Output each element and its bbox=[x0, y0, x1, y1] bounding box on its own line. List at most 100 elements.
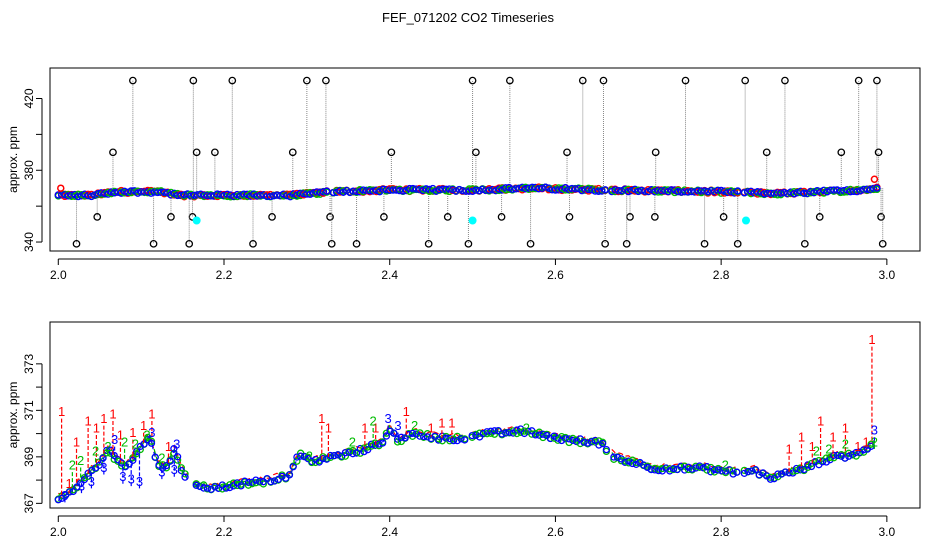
series-2-point bbox=[684, 465, 693, 474]
series-3-point bbox=[267, 478, 275, 486]
series-3-point bbox=[610, 453, 618, 461]
series-3-point bbox=[695, 462, 704, 470]
series-3-point bbox=[408, 429, 417, 437]
series-2-point bbox=[429, 187, 437, 195]
series-3-point bbox=[766, 475, 775, 483]
series-1-label: 1 bbox=[829, 430, 836, 445]
series-3-point bbox=[69, 487, 77, 496]
series-1-label: 1 bbox=[73, 434, 80, 449]
spike-point-low bbox=[565, 213, 574, 221]
series-3-point bbox=[580, 438, 588, 446]
series-3-point bbox=[54, 496, 62, 504]
spike-point-high bbox=[189, 76, 198, 85]
series-2-point bbox=[173, 456, 182, 464]
series-2-point bbox=[259, 480, 268, 488]
series-3-point bbox=[740, 469, 748, 478]
series-3-point bbox=[323, 187, 331, 195]
series-3-point bbox=[319, 188, 328, 196]
series-2-point bbox=[233, 481, 241, 490]
x-tick-label: 2.0 bbox=[50, 268, 67, 282]
series-3-point bbox=[226, 483, 234, 492]
spike-point-low bbox=[268, 213, 276, 221]
x-tick-label: 3.0 bbox=[879, 268, 896, 282]
series-3-point bbox=[472, 431, 480, 439]
series-1-label: 1 bbox=[129, 425, 136, 440]
series-3-point bbox=[192, 481, 200, 489]
series-3-point bbox=[300, 453, 309, 461]
series-2-point bbox=[423, 430, 432, 438]
spike-point-mid bbox=[192, 148, 201, 157]
y-tick-label: 373 bbox=[22, 354, 36, 374]
series-3-point bbox=[483, 428, 491, 436]
series-3-point bbox=[632, 460, 640, 468]
series-3-point bbox=[710, 466, 719, 474]
series-3-point bbox=[446, 434, 454, 443]
series-3-point bbox=[468, 431, 476, 440]
series-2-label: 2 bbox=[104, 439, 111, 454]
series-3-point bbox=[729, 470, 737, 478]
series-3-point bbox=[848, 450, 857, 459]
spike-point-bottom bbox=[424, 239, 433, 248]
series-3-point bbox=[722, 467, 730, 475]
spike-point-bottom bbox=[249, 239, 257, 248]
series-2-label: 2 bbox=[722, 458, 729, 473]
series-3-point bbox=[692, 464, 700, 472]
series-1-label: 1 bbox=[809, 439, 816, 454]
series-3-point bbox=[833, 451, 842, 460]
series-3-point bbox=[748, 467, 756, 475]
series-2-point bbox=[446, 437, 454, 445]
spike-point-high bbox=[681, 76, 690, 85]
series-2-point bbox=[707, 463, 715, 472]
series-3-point bbox=[181, 473, 189, 481]
series-2-point bbox=[804, 463, 812, 472]
series-3-point bbox=[569, 436, 577, 444]
spike-point-high bbox=[599, 76, 608, 85]
series-1-label: 1 bbox=[109, 406, 116, 421]
series-2-label: 2 bbox=[143, 427, 150, 442]
series-3-point bbox=[677, 462, 685, 470]
series-3-point bbox=[434, 436, 443, 444]
series-3-point bbox=[293, 453, 301, 461]
series-3-point bbox=[599, 439, 607, 448]
series-2-point bbox=[311, 458, 320, 467]
series-2-point bbox=[658, 464, 666, 473]
series-3-point bbox=[781, 468, 790, 476]
series-2-point bbox=[356, 449, 364, 457]
series-3-point bbox=[725, 466, 734, 474]
x-tick-label: 2.2 bbox=[216, 268, 233, 282]
spike-point-high bbox=[468, 76, 477, 85]
series-3-point bbox=[445, 185, 454, 193]
series-2-label: 2 bbox=[77, 453, 84, 468]
series-3-point bbox=[699, 464, 707, 472]
spike-point-low bbox=[380, 213, 388, 221]
series-1-label: 1 bbox=[448, 416, 455, 431]
series-3-label: 3 bbox=[173, 437, 180, 452]
spike-point-high bbox=[228, 76, 237, 85]
series-3-point bbox=[330, 451, 338, 460]
series-3-point bbox=[390, 429, 398, 437]
series-3-point bbox=[751, 466, 760, 474]
series-3-point bbox=[341, 448, 350, 457]
series-3-point bbox=[382, 432, 391, 440]
y-tick-label: 340 bbox=[22, 232, 36, 252]
series-3-point bbox=[196, 482, 204, 491]
series-3-point bbox=[323, 455, 331, 463]
spike-point-high bbox=[506, 76, 514, 85]
x-tick-label: 2.2 bbox=[216, 525, 233, 539]
spike-point-bottom bbox=[526, 239, 535, 248]
series-3-point bbox=[187, 192, 195, 200]
series-2-point bbox=[475, 429, 484, 437]
series-3-point bbox=[830, 186, 838, 194]
series-2-label: 2 bbox=[92, 444, 99, 459]
series-3-point bbox=[73, 483, 81, 491]
series-2-label: 2 bbox=[523, 420, 530, 435]
series-3-point bbox=[804, 461, 812, 469]
series-3-point bbox=[151, 453, 159, 461]
series-3-point bbox=[770, 475, 778, 483]
series-2-point bbox=[144, 433, 152, 442]
series-2-label: 2 bbox=[825, 441, 832, 456]
series-3-point bbox=[244, 478, 253, 487]
spike-point-bottom bbox=[352, 239, 361, 248]
series-3-point bbox=[461, 436, 469, 444]
series-2-label: 2 bbox=[813, 444, 820, 459]
